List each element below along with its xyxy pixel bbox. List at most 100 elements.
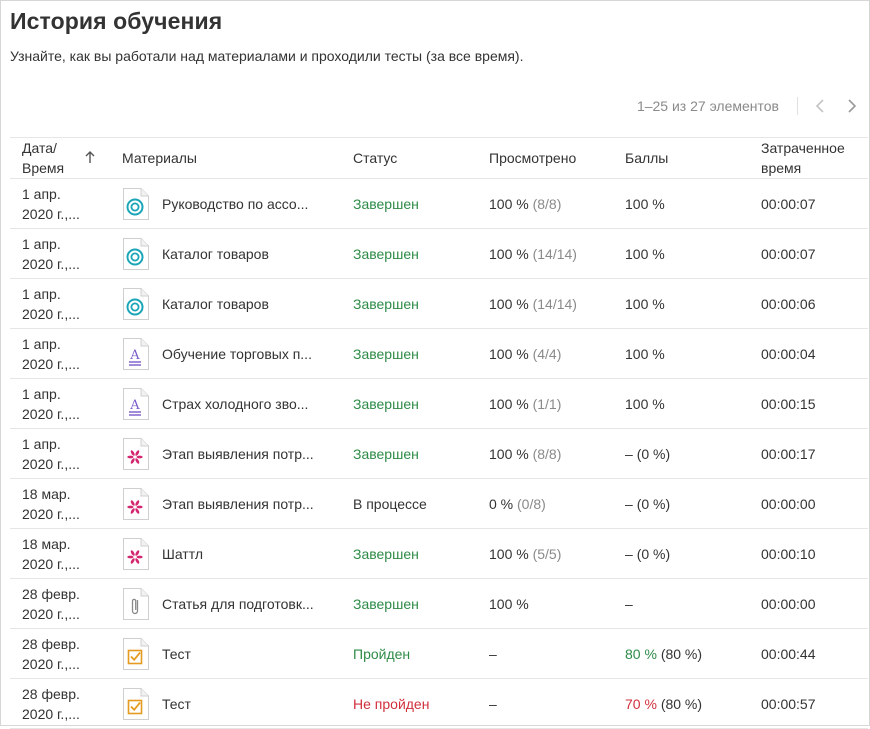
- date-line2: 2020 г.,...: [22, 555, 80, 572]
- date-line2: 2020 г.,...: [22, 205, 80, 222]
- time-cell: 00:00:57: [749, 678, 868, 729]
- status-text: Не пройден: [353, 695, 430, 712]
- viewed-cell: 100 % (8/8): [477, 178, 613, 229]
- viewed-cell: –: [477, 678, 613, 729]
- media-icon: [123, 537, 149, 570]
- time-cell: 00:00:44: [749, 628, 868, 679]
- status-cell: Завершен: [341, 278, 477, 329]
- viewed-cell: 100 % (14/14): [477, 228, 613, 279]
- score-detail: (0 %): [636, 545, 671, 562]
- material-name-link[interactable]: Руководство по ассо...: [162, 195, 309, 212]
- pager-next-button[interactable]: [838, 92, 866, 120]
- material-cell[interactable]: Статья для подготовк...: [110, 578, 341, 629]
- status-text: Завершен: [353, 595, 419, 612]
- table-row[interactable]: 1 апр. 2020 г.,... Руководство по ассо... З…: [10, 178, 868, 229]
- table-row[interactable]: 1 апр. 2020 г.,... Каталог товаров Завершен…: [10, 278, 868, 329]
- history-table: Дата/ Время Материалы Статус Просмотрено…: [10, 137, 868, 729]
- material-name-link[interactable]: Шаттл: [162, 545, 203, 562]
- column-header-date[interactable]: Дата/ Время: [10, 137, 110, 179]
- svg-text:A: A: [129, 398, 140, 413]
- viewed-detail: (1/1): [532, 395, 562, 412]
- status-cell: Пройден: [341, 628, 477, 679]
- column-header-score[interactable]: Баллы: [613, 137, 749, 179]
- material-name-link[interactable]: Каталог товаров: [162, 295, 269, 312]
- viewed-detail: (14/14): [532, 245, 577, 262]
- material-cell[interactable]: Этап выявления потр...: [110, 478, 341, 529]
- table-row[interactable]: 1 апр. 2020 г.,... Каталог товаров Завершен…: [10, 228, 868, 279]
- date-line2: 2020 г.,...: [22, 655, 80, 672]
- material-cell[interactable]: Руководство по ассо...: [110, 178, 341, 229]
- column-header-viewed[interactable]: Просмотрено: [477, 137, 613, 179]
- table-row[interactable]: 28 февр. 2020 г.,... Тест Не пройден – 70 % (…: [10, 678, 868, 729]
- score-cell: –: [613, 578, 749, 629]
- material-name-link[interactable]: Тест: [162, 645, 191, 662]
- score-value: –: [625, 495, 633, 512]
- material-cell[interactable]: Каталог товаров: [110, 228, 341, 279]
- material-cell[interactable]: Тест: [110, 678, 341, 729]
- material-name-link[interactable]: Этап выявления потр...: [162, 495, 314, 512]
- table-row[interactable]: 1 апр. 2020 г.,... Этап выявления потр... З…: [10, 428, 868, 479]
- date-cell: 1 апр. 2020 г.,...: [10, 328, 110, 379]
- viewed-cell: 100 % (8/8): [477, 428, 613, 479]
- page-subtitle: Узнайте, как вы работали над материалами…: [10, 48, 524, 64]
- table-row[interactable]: 28 февр. 2020 г.,... Тест Пройден – 80 % (80 …: [10, 628, 868, 679]
- table-row[interactable]: 18 мар. 2020 г.,... Шаттл Завершен 100 % (5/…: [10, 528, 868, 579]
- score-value: 70 %: [625, 695, 657, 712]
- material-cell[interactable]: Тест: [110, 628, 341, 679]
- status-text: Завершен: [353, 345, 419, 362]
- score-detail: (80 %): [660, 695, 703, 712]
- sort-ascending-icon[interactable]: [84, 150, 96, 164]
- material-name-link[interactable]: Этап выявления потр...: [162, 445, 314, 462]
- viewed-value: 100 %: [489, 595, 529, 612]
- material-name-link[interactable]: Страх холодного зво...: [162, 395, 309, 412]
- table-header-row: Дата/ Время Материалы Статус Просмотрено…: [10, 137, 868, 179]
- material-name-link[interactable]: Обучение торговых п...: [162, 345, 312, 362]
- date-line1: 1 апр.: [22, 435, 61, 452]
- material-name-link[interactable]: Тест: [162, 695, 191, 712]
- table-row[interactable]: 28 февр. 2020 г.,... Статья для подготовк.…: [10, 578, 868, 629]
- viewed-detail: (8/8): [532, 445, 562, 462]
- date-line2: 2020 г.,...: [22, 605, 80, 622]
- status-text: Завершен: [353, 295, 419, 312]
- date-line2: 2020 г.,...: [22, 405, 80, 422]
- table-row[interactable]: 1 апр. 2020 г.,... A Страх холодного зво...…: [10, 378, 868, 429]
- course-icon: [123, 237, 149, 270]
- viewed-value: –: [489, 695, 497, 712]
- material-name-link[interactable]: Статья для подготовк...: [162, 595, 314, 612]
- table-row[interactable]: 18 мар. 2020 г.,... Этап выявления потр...…: [10, 478, 868, 529]
- score-cell: – (0 %): [613, 428, 749, 479]
- column-header-time[interactable]: Затраченное время: [749, 137, 868, 179]
- material-cell[interactable]: Каталог товаров: [110, 278, 341, 329]
- viewed-detail: (5/5): [532, 545, 562, 562]
- table-row[interactable]: 1 апр. 2020 г.,... A Обучение торговых п...…: [10, 328, 868, 379]
- date-cell: 28 февр. 2020 г.,...: [10, 578, 110, 629]
- column-header-materials[interactable]: Материалы: [110, 137, 341, 179]
- date-line1: 1 апр.: [22, 385, 61, 402]
- status-cell: Завершен: [341, 578, 477, 629]
- pager: 1–25 из 27 элементов: [637, 92, 870, 120]
- status-cell: Завершен: [341, 528, 477, 579]
- material-cell[interactable]: A Страх холодного зво...: [110, 378, 341, 429]
- score-cell: 100 %: [613, 178, 749, 229]
- status-cell: В процессе: [341, 478, 477, 529]
- column-header-status[interactable]: Статус: [341, 137, 477, 179]
- status-text: Завершен: [353, 245, 419, 262]
- pager-prev-button[interactable]: [806, 92, 834, 120]
- material-cell[interactable]: Этап выявления потр...: [110, 428, 341, 479]
- date-cell: 28 февр. 2020 г.,...: [10, 628, 110, 679]
- course-icon: [123, 187, 149, 220]
- time-cell: 00:00:15: [749, 378, 868, 429]
- status-cell: Завершен: [341, 228, 477, 279]
- date-line2: 2020 г.,...: [22, 705, 80, 722]
- date-line1: 28 февр.: [22, 635, 80, 652]
- date-line2: 2020 г.,...: [22, 355, 80, 372]
- time-cell: 00:00:04: [749, 328, 868, 379]
- material-cell[interactable]: A Обучение торговых п...: [110, 328, 341, 379]
- date-line1: 28 февр.: [22, 585, 80, 602]
- material-cell[interactable]: Шаттл: [110, 528, 341, 579]
- chevron-right-icon: [848, 99, 857, 113]
- pager-range: 1–25 из 27 элементов: [636, 98, 779, 114]
- viewed-cell: 100 % (5/5): [477, 528, 613, 579]
- material-name-link[interactable]: Каталог товаров: [162, 245, 269, 262]
- date-cell: 28 февр. 2020 г.,...: [10, 678, 110, 729]
